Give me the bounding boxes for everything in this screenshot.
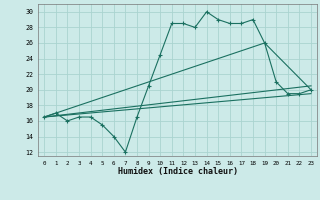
X-axis label: Humidex (Indice chaleur): Humidex (Indice chaleur) [118,167,238,176]
